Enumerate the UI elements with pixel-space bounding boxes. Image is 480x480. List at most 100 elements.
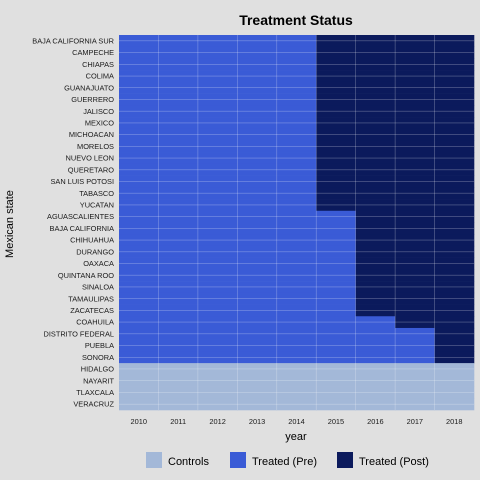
heatmap-cell [355,269,396,282]
heatmap-cell [434,245,475,258]
y-tick-label: DISTRITO FEDERAL [44,329,115,338]
heatmap-cell [316,128,356,141]
heatmap-cell [158,210,199,223]
heatmap-cell [316,398,356,411]
heatmap-cell [237,292,278,305]
heatmap-cell [197,351,238,364]
heatmap-cell [395,210,435,223]
heatmap-cell [119,222,159,235]
heatmap-cell [316,386,356,399]
heatmap-cell [355,281,396,294]
heatmap-cell [158,35,199,48]
y-tick-label: SAN LUIS POTOSI [50,177,114,186]
heatmap-cell [316,210,356,223]
heatmap-cell [355,327,396,340]
heatmap-cell [158,175,199,188]
heatmap-cell [276,292,317,305]
y-axis-label: Mexican state [4,190,16,258]
heatmap-cell [197,386,238,399]
heatmap-cell [237,327,278,340]
heatmap-cell [276,128,317,141]
heatmap-cell [237,245,278,258]
heatmap-cell [355,292,396,305]
x-tick-label: 2012 [209,417,225,426]
heatmap-cell [276,187,317,200]
heatmap-cell [237,117,278,130]
heatmap-cell [316,81,356,94]
heatmap-cell [119,93,159,106]
heatmap-cell [434,257,475,270]
heatmap-cell [395,105,435,118]
heatmap-cell [434,269,475,282]
heatmap-cell [197,222,238,235]
heatmap-cell [316,187,356,200]
heatmap-cell [197,269,238,282]
x-tick-label: 2016 [367,417,383,426]
heatmap-cell [119,363,159,376]
heatmap-cell [119,351,159,364]
heatmap-cell [197,234,238,247]
heatmap-cell [158,105,199,118]
y-tick-label: CHIAPAS [82,60,114,69]
heatmap-cell [197,117,238,130]
heatmap-cell [197,257,238,270]
heatmap-cell [395,292,435,305]
heatmap-cell [276,316,317,329]
heatmap-cell [119,292,159,305]
y-tick-label: COAHUILA [76,318,114,327]
heatmap-cell [355,374,396,387]
heatmap-cell [355,363,396,376]
heatmap-cell [434,35,475,48]
heatmap-cell [276,363,317,376]
y-tick-label: JALISCO [83,107,114,116]
heatmap-cell [237,70,278,83]
heatmap-cell [197,93,238,106]
heatmap-cell [197,70,238,83]
legend-label-post: Treated (Post) [359,456,429,468]
heatmap-cell [395,234,435,247]
heatmap-cell [316,93,356,106]
heatmap-cell [395,58,435,71]
heatmap-cell [316,222,356,235]
heatmap-cell [276,245,317,258]
heatmap-cell [197,128,238,141]
heatmap-cell [119,163,159,176]
heatmap-cell [158,93,199,106]
heatmap-cell [434,46,475,59]
y-tick-label: CAMPECHE [72,48,114,57]
y-tick-label: AGUASCALIENTES [47,212,114,221]
y-tick-label: GUANAJUATO [64,83,114,92]
heatmap-cell [316,105,356,118]
heatmap-cell [158,339,199,352]
y-tick-label: SINALOA [82,283,114,292]
heatmap-cell [434,93,475,106]
heatmap-cell [237,339,278,352]
heatmap-cell [355,199,396,212]
heatmap-cell [158,292,199,305]
y-tick-label: MORELOS [77,142,114,151]
heatmap-cell [119,152,159,165]
heatmap-cell [237,363,278,376]
heatmap-cell [237,93,278,106]
heatmap-cell [197,374,238,387]
heatmap-cell [355,46,396,59]
y-tick-label: DURANGO [76,247,114,256]
heatmap-cell [276,152,317,165]
heatmap-cell [119,175,159,188]
heatmap-cell [355,152,396,165]
y-tick-label: HIDALGO [81,365,115,374]
heatmap-cell [355,304,396,317]
heatmap-cell [434,363,475,376]
heatmap-cell [395,281,435,294]
heatmap-cell [237,351,278,364]
heatmap-cell [434,81,475,94]
heatmap-cell [158,234,199,247]
legend-label-control: Controls [168,456,209,468]
heatmap-cell [434,292,475,305]
heatmap-cell [276,70,317,83]
heatmap-cell [316,281,356,294]
y-tick-label: TABASCO [79,189,114,198]
heatmap-cell [237,58,278,71]
y-tick-label: NUEVO LEON [66,154,114,163]
